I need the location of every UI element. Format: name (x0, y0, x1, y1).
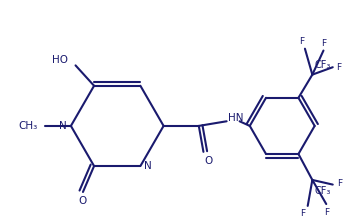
Text: CH₃: CH₃ (18, 121, 37, 131)
Text: N: N (60, 121, 67, 131)
Text: CF₃: CF₃ (314, 186, 331, 196)
Text: CF₃: CF₃ (314, 60, 331, 70)
Text: F: F (321, 39, 326, 48)
Text: F: F (337, 179, 343, 188)
Text: N: N (144, 161, 152, 171)
Text: F: F (324, 208, 329, 217)
Text: F: F (299, 37, 304, 46)
Text: F: F (336, 63, 341, 72)
Text: HN: HN (227, 113, 243, 123)
Text: O: O (204, 156, 212, 166)
Text: O: O (78, 196, 86, 206)
Text: F: F (301, 209, 305, 218)
Text: HO: HO (52, 55, 68, 65)
